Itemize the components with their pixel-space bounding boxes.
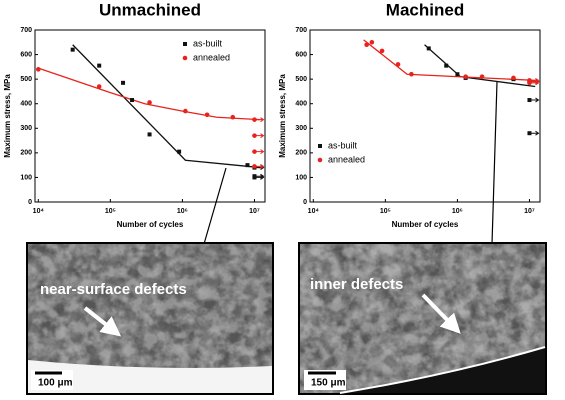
y-tick-label: 100 (20, 174, 32, 181)
y-tick-label: 400 (295, 101, 307, 108)
data-point (511, 75, 516, 81)
fit-line (363, 39, 536, 82)
legend-marker (317, 157, 323, 163)
x-axis-label: Number of cycles (392, 220, 459, 229)
data-point (252, 149, 257, 154)
data-point (252, 117, 257, 122)
data-point (121, 80, 126, 85)
y-tick-label: 100 (295, 174, 307, 181)
x-tick-label: 10⁵ (105, 208, 116, 215)
legend-label: annealed (193, 52, 230, 62)
annotation: near-surface defects (40, 281, 187, 298)
data-point (379, 48, 385, 54)
connector (203, 167, 227, 245)
x-tick-label: 10⁷ (524, 208, 535, 215)
y-tick-label: 700 (295, 27, 307, 34)
y-tick-label: 500 (20, 76, 32, 83)
data-point (70, 47, 75, 52)
y-tick-label: 400 (20, 101, 32, 108)
runout-arrow (256, 163, 265, 169)
data-point (252, 175, 257, 180)
scale-bar-label: 150 μm (311, 378, 346, 389)
data-point (35, 67, 41, 72)
legend-label: as-built (193, 38, 223, 48)
annotation: inner defects (310, 276, 403, 293)
connector (491, 81, 498, 245)
data-point (147, 100, 152, 105)
x-tick-label: 10⁴ (33, 208, 45, 215)
plot-frame (309, 29, 541, 203)
data-point (252, 164, 257, 169)
runout-arrow (531, 97, 540, 103)
data-point (177, 149, 182, 154)
x-tick-label: 10⁷ (249, 208, 260, 215)
y-tick-label: 0 (303, 199, 307, 206)
data-point (364, 42, 369, 48)
y-tick-label: 300 (295, 125, 307, 132)
data-point (252, 133, 257, 138)
chart-title: Unmachined (99, 0, 201, 19)
data-point (527, 98, 532, 103)
data-point (409, 71, 414, 77)
legend-marker (183, 42, 187, 46)
y-tick-label: 500 (295, 76, 307, 83)
y-axis-label: Maximum stress, MPa (3, 74, 12, 158)
runout-arrow (256, 133, 265, 139)
plot-frame (34, 29, 266, 203)
y-tick-label: 200 (20, 150, 32, 157)
data-point (245, 163, 250, 168)
y-tick-label: 300 (20, 125, 32, 132)
runout-arrow (531, 80, 540, 86)
data-point (455, 72, 460, 77)
micrograph (298, 242, 547, 395)
chart-title: Machined (386, 0, 464, 19)
fit-line (72, 44, 261, 169)
x-tick-label: 10⁶ (177, 208, 188, 215)
data-point (130, 98, 135, 103)
legend-label: as-built (328, 140, 358, 150)
data-point (395, 62, 401, 67)
y-tick-label: 600 (295, 51, 307, 58)
x-tick-label: 10⁵ (380, 208, 391, 215)
runout-arrow (256, 149, 265, 155)
legend-marker (318, 144, 322, 148)
x-axis-label: Number of cycles (117, 220, 184, 229)
data-point (97, 63, 102, 68)
x-tick-label: 10⁴ (308, 208, 320, 215)
y-tick-label: 0 (28, 199, 32, 206)
x-tick-label: 10⁶ (452, 208, 463, 215)
data-point (527, 131, 532, 136)
data-point (426, 46, 431, 51)
data-point (147, 132, 152, 137)
runout-arrow (256, 117, 265, 123)
data-point (230, 114, 236, 120)
data-point (183, 108, 188, 114)
data-point (527, 80, 532, 86)
fit-line (424, 44, 536, 88)
runout-arrow (256, 175, 265, 180)
legend-marker (182, 55, 188, 61)
data-point (479, 74, 485, 79)
y-tick-label: 700 (20, 27, 32, 34)
data-point (204, 112, 210, 118)
fit-line (38, 67, 261, 121)
y-tick-label: 200 (295, 150, 307, 157)
data-point (369, 39, 375, 45)
data-point (444, 63, 449, 68)
runout-arrow (531, 130, 540, 136)
legend-label: annealed (328, 154, 365, 164)
data-point (463, 74, 468, 79)
micrograph (26, 242, 274, 395)
data-point (96, 84, 102, 89)
y-tick-label: 600 (20, 51, 32, 58)
scale-bar-label: 100 μm (38, 378, 73, 389)
y-axis-label: Maximum stress, MPa (278, 74, 287, 158)
